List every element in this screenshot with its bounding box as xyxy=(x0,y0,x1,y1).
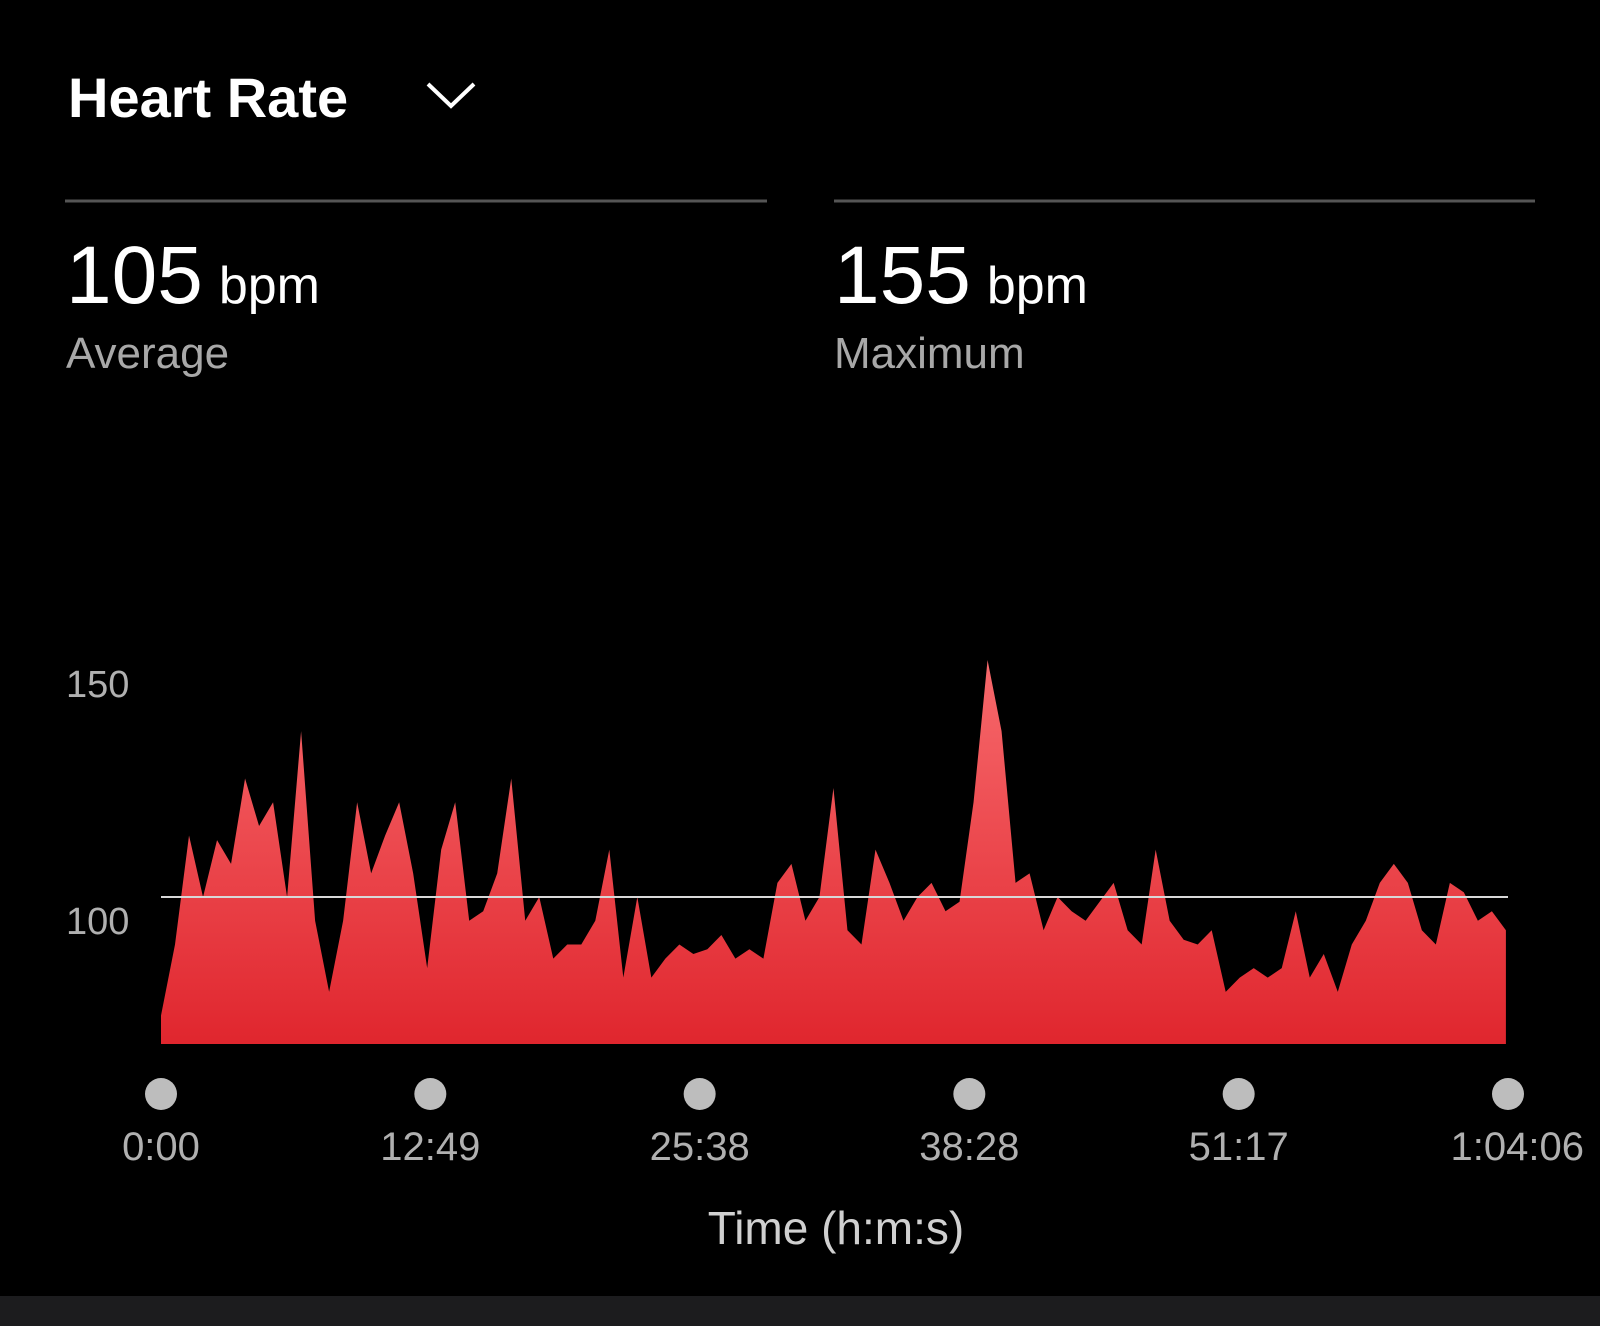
stat-unit: bpm xyxy=(987,257,1088,315)
x-tick-label: 38:28 xyxy=(919,1125,1019,1169)
x-tick-label: 1:04:06 xyxy=(1451,1125,1584,1169)
x-tick-dot xyxy=(1492,1078,1524,1110)
x-tick-dot xyxy=(683,1078,716,1110)
stat-value: 155 bpm xyxy=(834,230,1088,321)
stat-value: 105 bpm xyxy=(66,230,320,321)
stat-unit: bpm xyxy=(219,257,320,315)
stat-number: 155 xyxy=(834,230,971,321)
y-tick-label: 150 xyxy=(66,664,129,706)
title: Heart Rate xyxy=(68,66,348,129)
x-axis-label: Time (h:m:s) xyxy=(708,1202,964,1254)
x-tick-dot xyxy=(1222,1078,1255,1110)
stat-label: Maximum xyxy=(834,329,1025,378)
x-tick-label: 0:00 xyxy=(122,1125,200,1169)
stat-number: 105 xyxy=(66,230,203,321)
x-tick-label: 51:17 xyxy=(1189,1125,1289,1169)
x-tick-dot xyxy=(145,1078,177,1110)
y-tick-label: 100 xyxy=(66,901,129,943)
x-tick-label: 25:38 xyxy=(650,1125,750,1169)
heart-rate-area xyxy=(161,660,1506,1044)
stat-label: Average xyxy=(66,329,229,378)
x-tick-dot xyxy=(414,1078,447,1110)
chevron xyxy=(426,82,476,109)
x-tick-label: 12:49 xyxy=(380,1125,480,1169)
metric-selector[interactable]: Heart Rate xyxy=(68,66,476,129)
bottom-bar xyxy=(0,1296,1600,1326)
x-tick-dot xyxy=(953,1078,986,1110)
